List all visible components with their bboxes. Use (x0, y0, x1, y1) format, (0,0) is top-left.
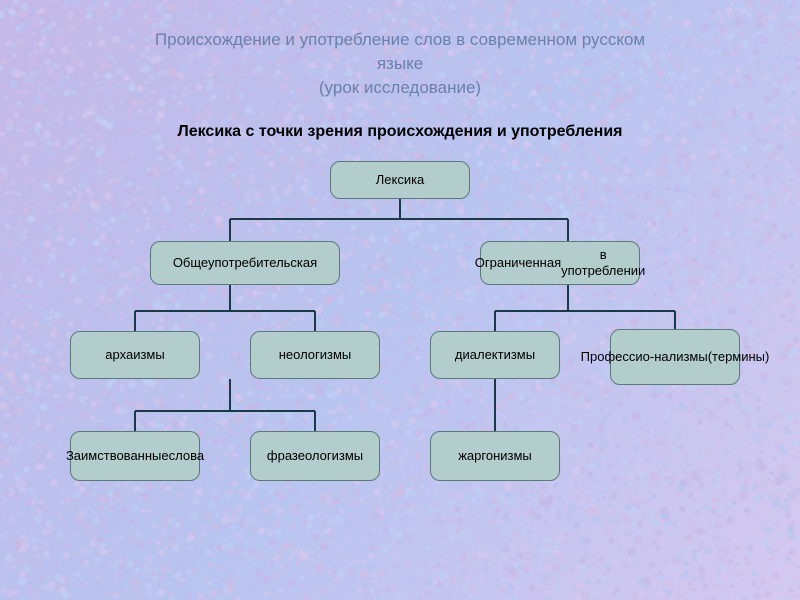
node-common: Общеупотребительская (150, 241, 340, 285)
node-limited: Ограниченнаяв употреблении (480, 241, 640, 285)
node-dialectisms: диалектизмы (430, 331, 560, 379)
node-phraseologisms: фразеологизмы (250, 431, 380, 481)
hierarchy-diagram: Лексика Общеупотребительская Ограниченнаяв… (0, 161, 800, 581)
node-professionalisms: Профессио-нализмы(термины) (610, 329, 740, 385)
slide-content: Происхождение и употребление слов в совр… (0, 0, 800, 600)
slide-subtitle: Лексика с точки зрения происхождения и у… (0, 123, 800, 141)
title-line-2: языке (0, 52, 800, 76)
node-loanwords: Заимствованныеслова (70, 431, 200, 481)
node-archaisms: архаизмы (70, 331, 200, 379)
title-line-3: (урок исследование) (0, 76, 800, 100)
title-line-1: Происхождение и употребление слов в совр… (0, 28, 800, 52)
slide-title: Происхождение и употребление слов в совр… (0, 0, 800, 99)
node-neologisms: неологизмы (250, 331, 380, 379)
node-jargonisms: жаргонизмы (430, 431, 560, 481)
node-root: Лексика (330, 161, 470, 199)
